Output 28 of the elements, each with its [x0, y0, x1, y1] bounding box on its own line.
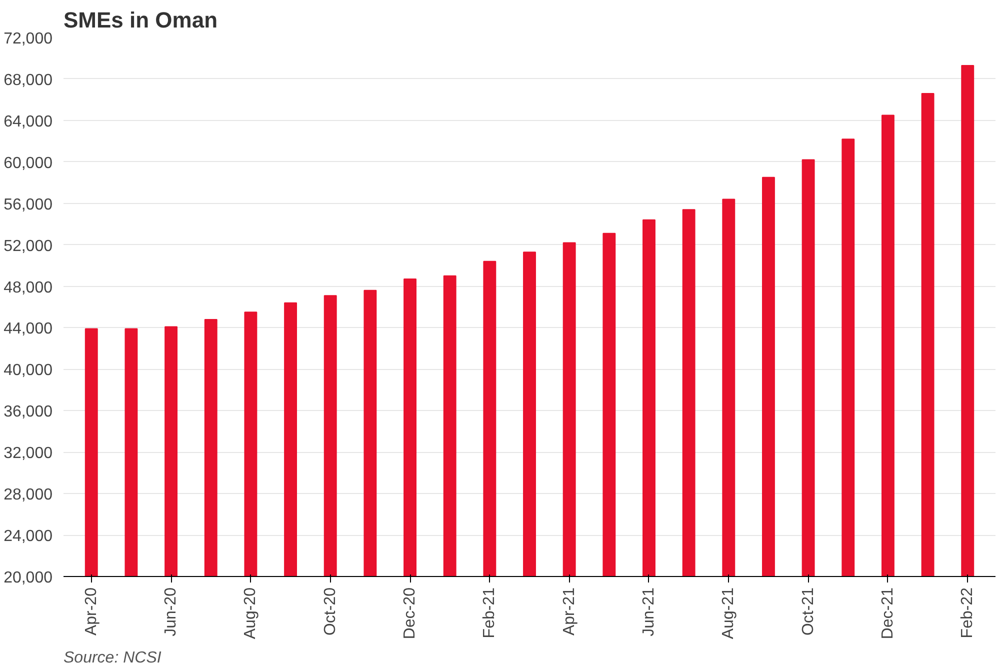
y-tick-label: 44,000 — [4, 320, 53, 338]
source-note: Source: NCSI — [64, 650, 162, 666]
y-tick-label: 20,000 — [4, 570, 53, 586]
x-tick-label: Dec-20 — [402, 587, 419, 640]
x-tick-label: Jun-21 — [640, 587, 658, 636]
y-tick-label: 72,000 — [4, 30, 53, 48]
y-tick-label: 24,000 — [4, 528, 53, 546]
y-tick-label: 28,000 — [4, 486, 53, 504]
x-tick-label: Oct-20 — [322, 587, 339, 636]
y-tick-label: 32,000 — [4, 445, 53, 462]
x-tick-label: Feb-22 — [959, 587, 976, 638]
x-tick-label: Dec-21 — [879, 587, 896, 640]
x-tick-label: Apr-21 — [560, 587, 578, 636]
y-tick-label: 40,000 — [4, 362, 53, 380]
y-tick-label: 52,000 — [4, 238, 53, 255]
chart-title: SMEs in Oman — [64, 8, 218, 32]
y-tick-label: 64,000 — [4, 113, 53, 130]
x-tick-label: Feb-21 — [481, 587, 498, 638]
y-tick-label: 56,000 — [4, 196, 53, 214]
x-tick-label: Aug-20 — [242, 587, 260, 640]
x-tick-label: Apr-20 — [82, 587, 100, 636]
y-tick-label: 68,000 — [4, 72, 53, 89]
x-tick-label: Aug-21 — [720, 587, 738, 640]
y-tick-label: 60,000 — [4, 154, 53, 172]
y-tick-label: 48,000 — [4, 279, 53, 296]
x-tick-label: Jun-20 — [162, 587, 180, 636]
x-tick-label: Oct-21 — [800, 587, 817, 636]
y-tick-label: 36,000 — [4, 404, 53, 421]
